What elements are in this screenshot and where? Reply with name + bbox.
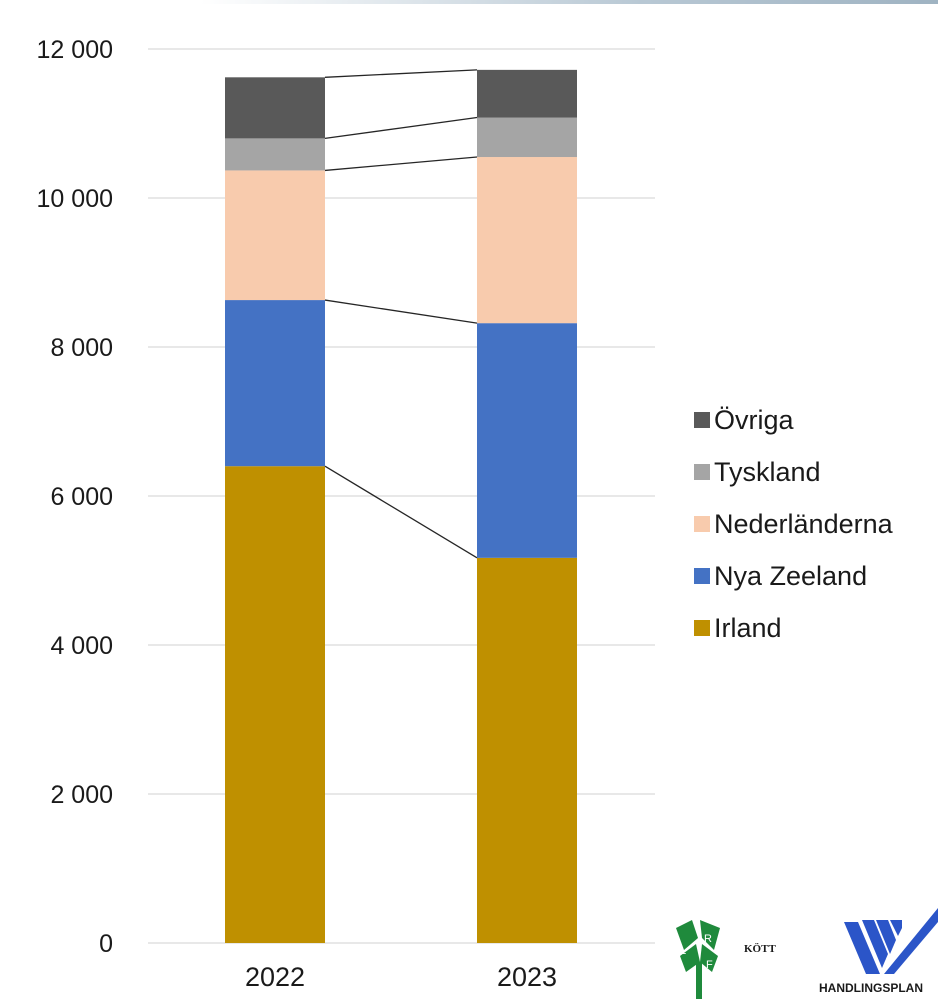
x-tick-label: 2023 — [497, 962, 557, 992]
y-tick-label: 6 000 — [50, 483, 113, 511]
handlingsplan-logo: HANDLINGSPLAN — [819, 908, 938, 995]
y-tick-label: 8 000 — [50, 334, 113, 362]
legend-item: Tyskland — [694, 446, 893, 498]
lrf-letter-f: F — [706, 959, 713, 971]
y-tick-label: 12 000 — [37, 36, 113, 64]
series-line — [324, 299, 478, 324]
legend-label: Tyskland — [714, 456, 821, 487]
legend-item: Nederländerna — [694, 498, 893, 550]
bar-segment-irland-2023 — [477, 557, 577, 943]
x-tick-label: 2022 — [245, 962, 305, 992]
legend-label: Nederländerna — [714, 508, 893, 539]
bar-segment-tyskland-2022 — [225, 138, 325, 171]
legend-swatch — [694, 464, 710, 480]
y-tick-label: 4 000 — [50, 632, 113, 660]
bar-segment-nya-zeeland-2022 — [225, 300, 325, 467]
bar-segment--vriga-2023 — [477, 69, 577, 118]
series-line — [324, 69, 478, 78]
series-line — [324, 465, 478, 559]
legend-item: Irland — [694, 602, 893, 654]
bar-segment-irland-2022 — [225, 466, 325, 943]
y-tick-label: 10 000 — [37, 185, 113, 213]
legend-swatch — [694, 412, 710, 428]
top-accent-line — [200, 0, 938, 4]
legend-label: Irland — [714, 612, 782, 643]
y-tick-label: 2 000 — [50, 781, 113, 809]
legend-label: Nya Zeeland — [714, 560, 868, 591]
bar-segment-nederl-nderna-2022 — [225, 170, 325, 301]
lrf-letter-r: R — [704, 933, 712, 945]
series-line — [324, 116, 478, 140]
kott-label: KÖTT — [744, 942, 776, 955]
logos: L R F KÖTT HANDLINGSPLAN — [676, 908, 938, 999]
lrf-letter-l: L — [680, 945, 686, 957]
legend-swatch — [694, 568, 710, 584]
y-tick-label: 0 — [99, 930, 113, 958]
legend-label: Övriga — [714, 404, 794, 435]
legend-swatch — [694, 620, 710, 636]
series-line — [324, 156, 478, 172]
legend-swatch — [694, 516, 710, 532]
bar-segment--vriga-2022 — [225, 77, 325, 139]
bar-segment-nya-zeeland-2023 — [477, 323, 577, 558]
legend-item: Nya Zeeland — [694, 550, 893, 602]
chart-legend: Övriga Tyskland Nederländerna Nya Zeeland Ir… — [694, 394, 893, 654]
legend-item: Övriga — [694, 394, 893, 446]
bar-segment-tyskland-2023 — [477, 117, 577, 158]
handlingsplan-label: HANDLINGSPLAN — [819, 981, 923, 995]
bar-segment-nederl-nderna-2023 — [477, 157, 577, 324]
lrf-logo: L R F KÖTT — [676, 920, 776, 999]
